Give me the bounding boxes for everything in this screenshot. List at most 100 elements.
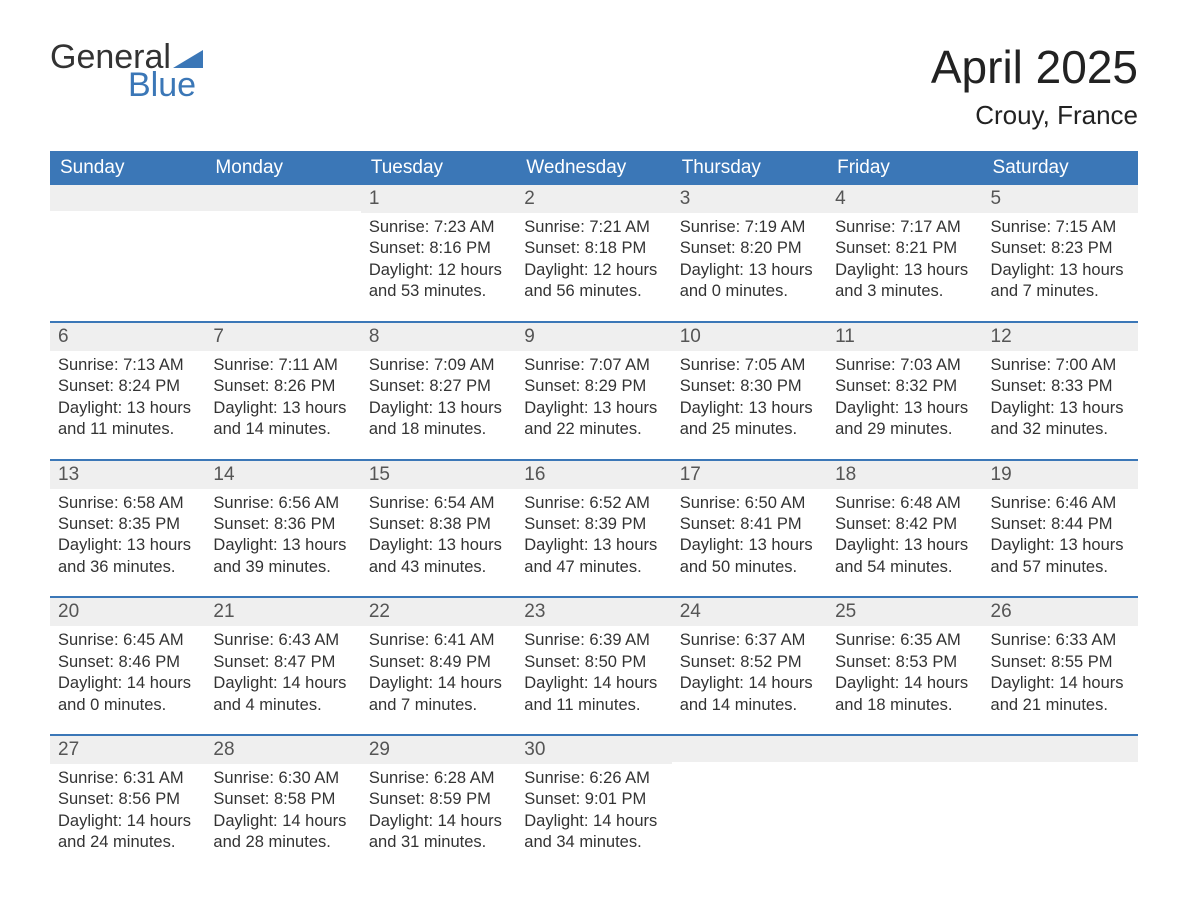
daylight-line: Daylight: 13 hours and 43 minutes. (369, 535, 508, 578)
sunrise-line: Sunrise: 7:23 AM (369, 217, 508, 238)
day-number: 12 (983, 323, 1138, 351)
day-number: 16 (516, 461, 671, 489)
day-cell: 7Sunrise: 7:11 AMSunset: 8:26 PMDaylight… (205, 323, 360, 445)
day-number: 2 (516, 185, 671, 213)
daylight-line: Daylight: 13 hours and 54 minutes. (835, 535, 974, 578)
daylight-line: Daylight: 14 hours and 21 minutes. (991, 673, 1130, 716)
daylight-line: Daylight: 13 hours and 3 minutes. (835, 260, 974, 303)
day-cell (205, 185, 360, 307)
dow-cell: Saturday (983, 151, 1138, 185)
sunrise-line: Sunrise: 7:13 AM (58, 355, 197, 376)
daylight-line: Daylight: 13 hours and 36 minutes. (58, 535, 197, 578)
sunset-line: Sunset: 8:46 PM (58, 652, 197, 673)
day-body: Sunrise: 6:56 AMSunset: 8:36 PMDaylight:… (205, 489, 360, 583)
day-cell: 29Sunrise: 6:28 AMSunset: 8:59 PMDayligh… (361, 736, 516, 858)
week-row: 1Sunrise: 7:23 AMSunset: 8:16 PMDaylight… (50, 185, 1138, 307)
day-body: Sunrise: 6:28 AMSunset: 8:59 PMDaylight:… (361, 764, 516, 858)
day-body: Sunrise: 6:41 AMSunset: 8:49 PMDaylight:… (361, 626, 516, 720)
day-number: 5 (983, 185, 1138, 213)
day-cell (983, 736, 1138, 858)
sunrise-line: Sunrise: 7:11 AM (213, 355, 352, 376)
day-number: 23 (516, 598, 671, 626)
day-number (827, 736, 982, 762)
sunrise-line: Sunrise: 7:09 AM (369, 355, 508, 376)
sunset-line: Sunset: 8:47 PM (213, 652, 352, 673)
day-body: Sunrise: 6:31 AMSunset: 8:56 PMDaylight:… (50, 764, 205, 858)
sunset-line: Sunset: 8:24 PM (58, 376, 197, 397)
sunset-line: Sunset: 8:21 PM (835, 238, 974, 259)
day-cell: 3Sunrise: 7:19 AMSunset: 8:20 PMDaylight… (672, 185, 827, 307)
day-cell: 27Sunrise: 6:31 AMSunset: 8:56 PMDayligh… (50, 736, 205, 858)
daylight-line: Daylight: 14 hours and 24 minutes. (58, 811, 197, 854)
day-number: 6 (50, 323, 205, 351)
day-number: 9 (516, 323, 671, 351)
day-number: 14 (205, 461, 360, 489)
day-body: Sunrise: 7:11 AMSunset: 8:26 PMDaylight:… (205, 351, 360, 445)
day-body: Sunrise: 6:52 AMSunset: 8:39 PMDaylight:… (516, 489, 671, 583)
sunset-line: Sunset: 8:44 PM (991, 514, 1130, 535)
daylight-line: Daylight: 14 hours and 18 minutes. (835, 673, 974, 716)
sunset-line: Sunset: 8:18 PM (524, 238, 663, 259)
daylight-line: Daylight: 13 hours and 11 minutes. (58, 398, 197, 441)
day-body: Sunrise: 7:21 AMSunset: 8:18 PMDaylight:… (516, 213, 671, 307)
day-cell (827, 736, 982, 858)
sunrise-line: Sunrise: 7:21 AM (524, 217, 663, 238)
day-cell: 22Sunrise: 6:41 AMSunset: 8:49 PMDayligh… (361, 598, 516, 720)
day-cell: 11Sunrise: 7:03 AMSunset: 8:32 PMDayligh… (827, 323, 982, 445)
daylight-line: Daylight: 13 hours and 0 minutes. (680, 260, 819, 303)
sunrise-line: Sunrise: 7:00 AM (991, 355, 1130, 376)
day-body: Sunrise: 6:37 AMSunset: 8:52 PMDaylight:… (672, 626, 827, 720)
day-number: 27 (50, 736, 205, 764)
day-cell: 14Sunrise: 6:56 AMSunset: 8:36 PMDayligh… (205, 461, 360, 583)
dow-cell: Thursday (672, 151, 827, 185)
day-body: Sunrise: 6:50 AMSunset: 8:41 PMDaylight:… (672, 489, 827, 583)
dow-label: Saturday (993, 157, 1069, 178)
day-cell: 25Sunrise: 6:35 AMSunset: 8:53 PMDayligh… (827, 598, 982, 720)
day-body: Sunrise: 7:07 AMSunset: 8:29 PMDaylight:… (516, 351, 671, 445)
sunrise-line: Sunrise: 7:15 AM (991, 217, 1130, 238)
sunrise-line: Sunrise: 6:33 AM (991, 630, 1130, 651)
sunset-line: Sunset: 8:32 PM (835, 376, 974, 397)
day-cell: 28Sunrise: 6:30 AMSunset: 8:58 PMDayligh… (205, 736, 360, 858)
sunrise-line: Sunrise: 6:56 AM (213, 493, 352, 514)
day-body: Sunrise: 6:54 AMSunset: 8:38 PMDaylight:… (361, 489, 516, 583)
sunrise-line: Sunrise: 6:54 AM (369, 493, 508, 514)
day-number: 1 (361, 185, 516, 213)
daylight-line: Daylight: 13 hours and 32 minutes. (991, 398, 1130, 441)
day-cell: 24Sunrise: 6:37 AMSunset: 8:52 PMDayligh… (672, 598, 827, 720)
sunset-line: Sunset: 8:38 PM (369, 514, 508, 535)
day-body: Sunrise: 6:30 AMSunset: 8:58 PMDaylight:… (205, 764, 360, 858)
day-body (50, 211, 205, 219)
day-body: Sunrise: 7:09 AMSunset: 8:27 PMDaylight:… (361, 351, 516, 445)
day-number: 25 (827, 598, 982, 626)
daylight-line: Daylight: 13 hours and 57 minutes. (991, 535, 1130, 578)
week-row: 13Sunrise: 6:58 AMSunset: 8:35 PMDayligh… (50, 459, 1138, 583)
day-number: 26 (983, 598, 1138, 626)
day-number: 28 (205, 736, 360, 764)
sunrise-line: Sunrise: 6:50 AM (680, 493, 819, 514)
daylight-line: Daylight: 13 hours and 18 minutes. (369, 398, 508, 441)
daylight-line: Daylight: 14 hours and 4 minutes. (213, 673, 352, 716)
day-number: 3 (672, 185, 827, 213)
sunrise-line: Sunrise: 6:41 AM (369, 630, 508, 651)
dow-label: Wednesday (526, 157, 626, 178)
sunrise-line: Sunrise: 7:19 AM (680, 217, 819, 238)
daylight-line: Daylight: 14 hours and 28 minutes. (213, 811, 352, 854)
day-body: Sunrise: 7:00 AMSunset: 8:33 PMDaylight:… (983, 351, 1138, 445)
sunrise-line: Sunrise: 7:05 AM (680, 355, 819, 376)
location-label: Crouy, France (931, 100, 1138, 131)
week-row: 6Sunrise: 7:13 AMSunset: 8:24 PMDaylight… (50, 321, 1138, 445)
sunset-line: Sunset: 8:59 PM (369, 789, 508, 810)
sunset-line: Sunset: 8:53 PM (835, 652, 974, 673)
sunrise-line: Sunrise: 6:37 AM (680, 630, 819, 651)
day-body (827, 762, 982, 770)
day-body: Sunrise: 7:19 AMSunset: 8:20 PMDaylight:… (672, 213, 827, 307)
day-number: 20 (50, 598, 205, 626)
daylight-line: Daylight: 12 hours and 56 minutes. (524, 260, 663, 303)
day-cell: 21Sunrise: 6:43 AMSunset: 8:47 PMDayligh… (205, 598, 360, 720)
day-cell: 4Sunrise: 7:17 AMSunset: 8:21 PMDaylight… (827, 185, 982, 307)
day-body: Sunrise: 7:17 AMSunset: 8:21 PMDaylight:… (827, 213, 982, 307)
sunset-line: Sunset: 8:49 PM (369, 652, 508, 673)
day-body: Sunrise: 7:23 AMSunset: 8:16 PMDaylight:… (361, 213, 516, 307)
sunrise-line: Sunrise: 6:28 AM (369, 768, 508, 789)
